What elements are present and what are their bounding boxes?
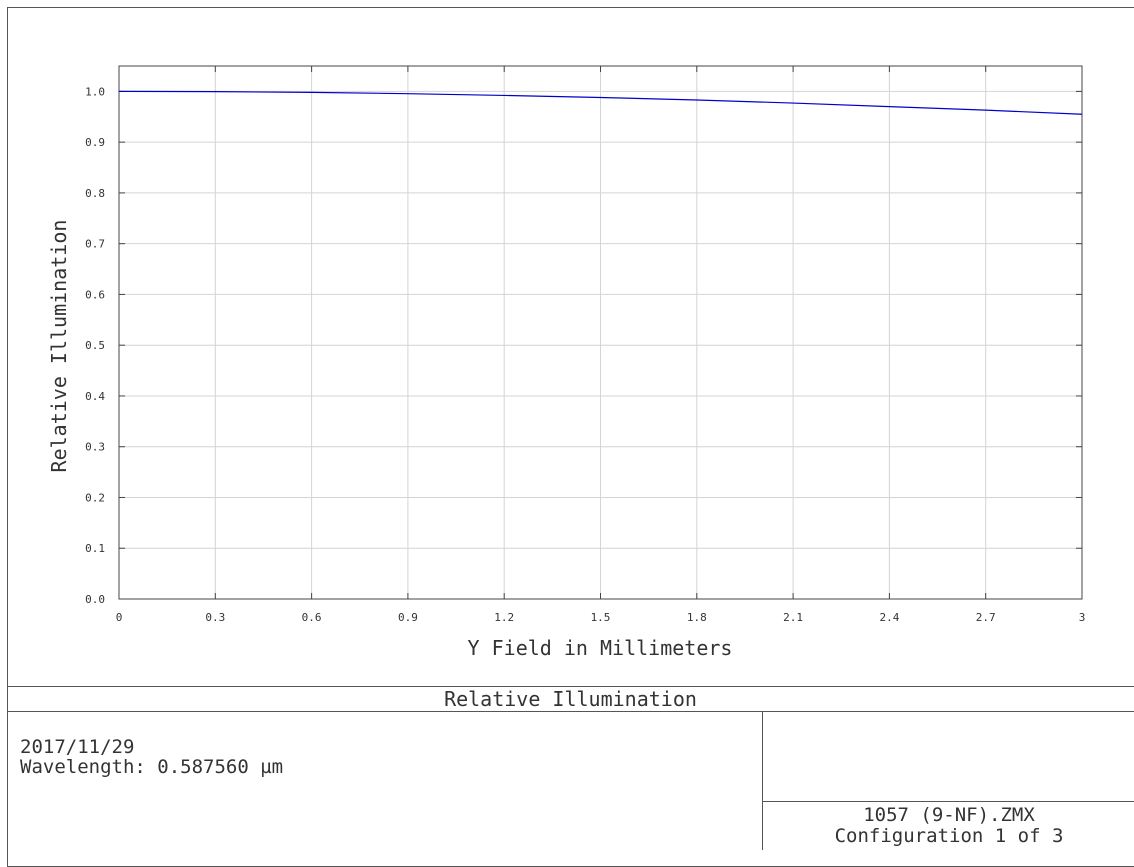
info-panel: 2017/11/29 Wavelength: 0.587560 µm <box>20 737 283 777</box>
y-tick-label: 0.6 <box>85 288 105 301</box>
wavelength-text: Wavelength: 0.587560 µm <box>20 756 284 778</box>
file-info: 1057 (9-NF).ZMX Configuration 1 of 3 <box>763 801 1134 850</box>
x-tick-label: 1.5 <box>591 611 611 624</box>
x-tick-label: 1.2 <box>494 611 514 624</box>
ticks: 0 0.3 0.6 0.9 1.2 1.5 1.8 2.1 2.4 2.7 3 0.0 0.1 0.2 0.… <box>85 66 1085 624</box>
filename-text: 1057 (9-NF).ZMX <box>863 804 1035 826</box>
y-tick-label: 0.4 <box>85 390 105 403</box>
y-axis-label: Relative Illumination <box>47 220 71 473</box>
y-tick-label: 0.7 <box>85 238 105 251</box>
y-tick-label: 0.1 <box>85 542 105 555</box>
chart-title: Relative Illumination <box>7 686 1134 712</box>
y-tick-label: 1.0 <box>85 85 105 98</box>
x-tick-label: 3 <box>1079 611 1086 624</box>
x-tick-label: 0.3 <box>205 611 225 624</box>
series-line <box>118 90 1083 115</box>
y-tick-label: 0.9 <box>85 136 105 149</box>
x-tick-label: 2.4 <box>879 611 899 624</box>
series <box>118 90 1083 115</box>
chart: 0 0.3 0.6 0.9 1.2 1.5 1.8 2.1 2.4 2.7 3 0.0 0.1 0.2 0.… <box>47 65 1085 660</box>
x-tick-label: 2.7 <box>976 611 996 624</box>
y-tick-label: 0.3 <box>85 441 105 454</box>
x-tick-label: 2.1 <box>783 611 803 624</box>
x-tick-label: 1.8 <box>687 611 707 624</box>
x-tick-label: 0 <box>116 611 123 624</box>
configuration-text: Configuration 1 of 3 <box>834 825 1064 847</box>
y-tick-label: 0.8 <box>85 187 105 200</box>
grid <box>119 66 1082 599</box>
file-info-box: 1057 (9-NF).ZMX Configuration 1 of 3 <box>762 712 1134 850</box>
y-tick-label: 0.0 <box>85 593 105 606</box>
x-axis-label: Y Field in Millimeters <box>468 636 733 660</box>
y-tick-label: 0.2 <box>85 491 105 504</box>
x-tick-label: 0.9 <box>398 611 418 624</box>
y-tick-label: 0.5 <box>85 339 105 352</box>
x-tick-label: 0.6 <box>302 611 322 624</box>
date-text: 2017/11/29 <box>20 736 135 758</box>
